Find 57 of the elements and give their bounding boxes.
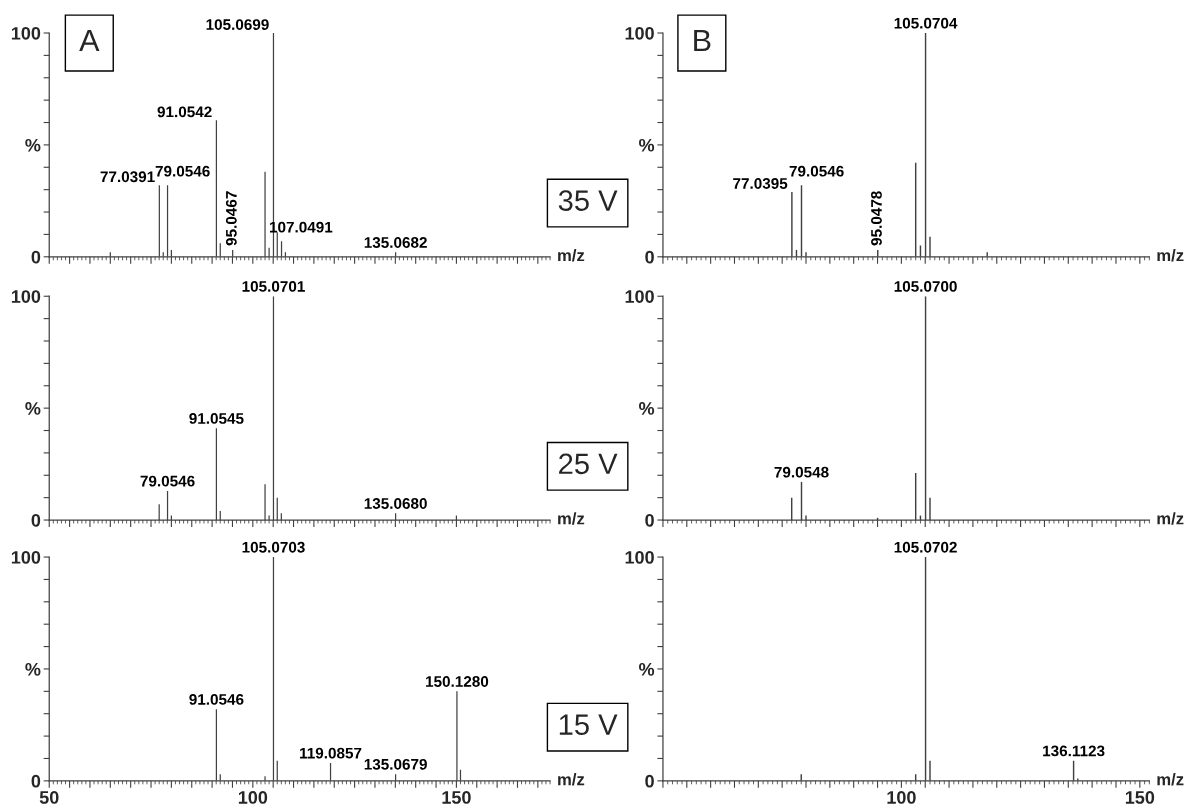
annotation: 105.0699 (206, 19, 269, 30)
annotation: 105.0702 (894, 541, 957, 553)
text: 15 V (559, 714, 618, 735)
x-axis-title: m/z (558, 512, 585, 525)
chart-title: A (79, 29, 100, 51)
y-tick-label: % (25, 138, 41, 152)
y-tick-label: 0 (31, 774, 41, 788)
y-tick-label: % (639, 402, 655, 415)
annotation: 105.0703 (242, 541, 305, 553)
annotation: 91.0545 (189, 413, 244, 424)
y-tick-label: 100 (625, 550, 654, 564)
y-tick-label: 100 (625, 26, 654, 40)
annotation: 91.0546 (189, 694, 244, 705)
y-tick-label: 0 (31, 250, 41, 264)
annotation: 79.0546 (140, 475, 195, 487)
y-tick-label: 0 (645, 513, 654, 527)
annotation: 91.0542 (157, 106, 212, 118)
x-axis-title: m/z (1157, 773, 1184, 786)
text: 35 V (558, 190, 618, 211)
annotation: 135.0682 (364, 237, 427, 248)
x-axis-title: m/z (1157, 249, 1184, 262)
x-axis-title: m/z (558, 773, 585, 786)
y-tick-label: 100 (11, 550, 41, 564)
annotation: 105.0700 (894, 281, 957, 292)
x-tick-label: 100 (887, 791, 916, 804)
annotation: 150.1280 (426, 676, 489, 687)
y-tick-label: % (25, 402, 41, 415)
y-tick-label: 100 (11, 26, 41, 40)
annotation: 135.0680 (364, 498, 427, 509)
y-tick-label: 0 (31, 513, 41, 527)
annotation: 135.0679 (364, 758, 427, 770)
y-tick-label: 0 (645, 774, 654, 788)
x-tick-label: 100 (238, 791, 268, 804)
annotation: 105.0704 (894, 17, 958, 29)
annotation: 136.1123 (1043, 745, 1105, 757)
annotation: 119.0857 (300, 747, 362, 759)
y-tick-label: % (639, 662, 655, 676)
x-tick-label: 150 (1125, 791, 1155, 804)
annotation: 105.0701 (242, 281, 305, 292)
annotation: 79.0548 (774, 466, 829, 478)
annotation: 95.0478 (871, 191, 882, 246)
annotation: 77.0391 (100, 171, 155, 183)
annotation: 79.0546 (789, 165, 844, 177)
y-tick-label: % (25, 662, 41, 676)
y-tick-label: 100 (11, 290, 41, 303)
annotation: 77.0395 (733, 178, 788, 189)
y-tick-label: % (639, 138, 655, 152)
annotation: 95.0467 (225, 191, 237, 246)
x-axis-title: m/z (558, 249, 585, 262)
y-tick-label: 100 (625, 290, 654, 303)
y-tick-label: 0 (645, 250, 654, 264)
annotation: 79.0546 (155, 165, 210, 177)
x-tick-label: 150 (442, 791, 471, 804)
x-axis-title: m/z (1157, 512, 1184, 525)
x-tick-label: 50 (39, 791, 59, 804)
chart-title: B (694, 29, 711, 51)
text: 25 V (559, 453, 618, 475)
